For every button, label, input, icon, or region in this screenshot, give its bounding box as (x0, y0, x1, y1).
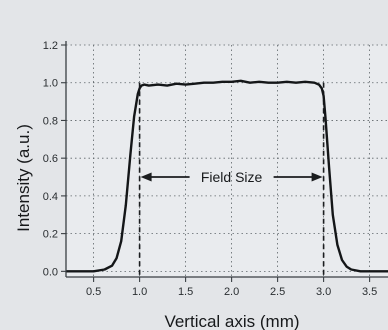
y-tick-label: 0.0 (43, 266, 58, 278)
y-tick-label: 0.2 (43, 229, 58, 241)
field-size-arrows: Field Size (140, 169, 323, 185)
x-tick-label: 2.5 (270, 286, 285, 298)
arrow-right-head (311, 172, 323, 182)
y-tick-label: 1.0 (43, 78, 58, 90)
x-tick-label: 3.5 (362, 286, 377, 298)
x-tick-label: 1.5 (178, 286, 193, 298)
series-layer (66, 79, 388, 273)
arrow-left-head (140, 172, 152, 182)
y-axis-title: Intensity (a.u.) (14, 124, 33, 232)
x-tick-label: 1.0 (132, 286, 147, 298)
x-tick-label: 0.5 (86, 286, 101, 298)
series-line-0 (66, 79, 388, 273)
y-tick-labels: 0.0 0.2 0.4 0.6 0.8 1.0 1.2 (43, 40, 58, 278)
field-size-label: Field Size (201, 169, 263, 185)
x-tick-label: 3.0 (316, 286, 331, 298)
x-tick-labels: 0.5 1.0 1.5 2.0 2.5 3.0 3.5 (86, 286, 377, 298)
y-tick-label: 1.2 (43, 40, 58, 52)
y-tick-label: 0.4 (43, 191, 58, 203)
field-size-markers (138, 82, 325, 277)
x-axis-title: Vertical axis (mm) (164, 312, 299, 330)
x-tick-label: 2.0 (224, 286, 239, 298)
plot-area (66, 45, 388, 277)
y-tick-label: 0.8 (43, 115, 58, 127)
y-tick-label: 0.6 (43, 153, 58, 165)
axes (61, 41, 388, 282)
